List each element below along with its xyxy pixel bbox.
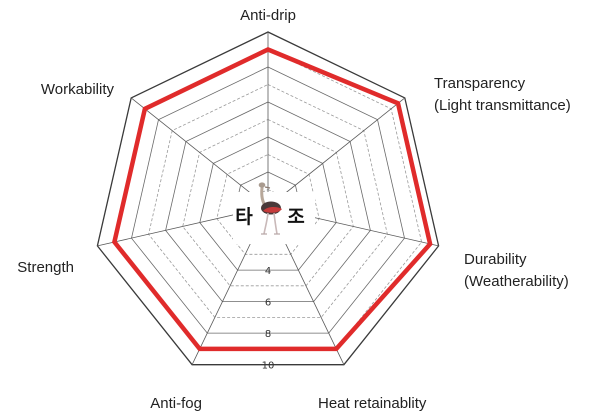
axis-label-5: Anti-fog: [150, 395, 202, 412]
axis-label-2-line-2: (Light transmittance): [434, 97, 571, 114]
axis-label-3-line-1: Durability: [464, 251, 527, 268]
grid-ring-3: [216, 154, 320, 255]
axis-label-7-line-1: Workability: [41, 81, 115, 98]
axis-label-2-line-1: Transparency: [434, 75, 526, 92]
grid-ring-6: [165, 101, 371, 303]
spoke-7: [130, 97, 269, 208]
axis-label-1: Anti-drip: [240, 7, 296, 24]
series-line-1: [111, 47, 433, 352]
tick-label-10: 10: [262, 361, 275, 372]
grid-ring-4: [199, 136, 337, 271]
grid-ring-5: [182, 119, 354, 287]
axis-label-4: Heat retainablity: [318, 395, 427, 412]
axis-label-3: Durability (Weatherability): [464, 251, 569, 290]
axis-label-2: Transparency (Light transmittance): [434, 75, 571, 114]
axis-label-3-line-2: (Weatherability): [464, 273, 569, 290]
tick-label-4: 4: [265, 266, 271, 277]
axis-label-5-line-1: Anti-fog: [150, 395, 202, 412]
tick-label-8: 8: [265, 329, 271, 340]
radar-series: [111, 47, 433, 352]
axis-label-6: Strength: [17, 259, 74, 276]
axis-labels: Anti-drip Transparency (Light transmittanc…: [17, 7, 570, 412]
grid-ring-7: [148, 84, 388, 318]
axis-label-6-line-1: Strength: [17, 259, 74, 276]
grid-ring-10: [96, 31, 440, 366]
spoke-2: [267, 97, 406, 208]
tick-label-6: 6: [265, 298, 271, 309]
grid-ring-8: [131, 66, 405, 334]
axis-label-7: Workability: [41, 81, 115, 98]
center-logo: 타 조: [233, 182, 315, 244]
axis-label-1-line-1: Anti-drip: [240, 7, 296, 24]
logo-right-glyph: 조: [287, 206, 304, 228]
logo-left-glyph: 타: [235, 206, 253, 228]
axis-label-4-line-1: Heat retainablity: [318, 395, 427, 412]
ostrich-icon: [258, 182, 282, 235]
